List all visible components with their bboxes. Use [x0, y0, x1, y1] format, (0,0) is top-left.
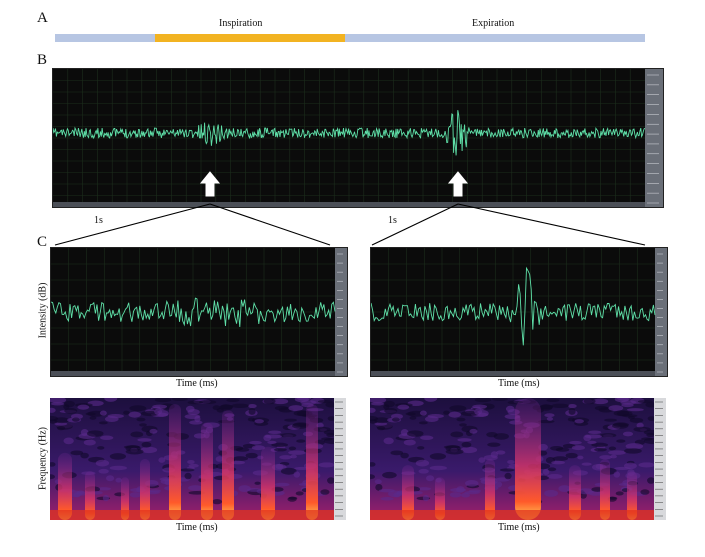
zoom-waveform-left-svg — [51, 248, 347, 376]
waveform-right-xlabel: Time (ms) — [498, 378, 540, 389]
zoom-left-label: 1s — [94, 215, 103, 226]
spectrogram-right — [370, 398, 666, 520]
inspiration-segment — [155, 34, 345, 42]
frequency-axis-label: Frequency (Hz) — [37, 426, 49, 491]
inspiration-label: Inspiration — [219, 18, 263, 29]
zoom-right-label: 1s — [388, 215, 397, 226]
up-arrow-icon — [447, 171, 469, 197]
panel-c-letter: C — [37, 234, 48, 250]
zoom-line-left-a — [54, 203, 211, 246]
spectrogram-left-svg — [50, 398, 346, 520]
intensity-axis-label: Intensity (dB) — [37, 282, 49, 339]
zoom-line-right-b — [457, 203, 646, 246]
zoom-line-left-b — [209, 203, 331, 246]
up-arrow-icon — [199, 171, 221, 197]
spectrogram-left — [50, 398, 346, 520]
expiration-label: Expiration — [472, 18, 515, 29]
phase-bar — [55, 34, 645, 42]
waveform-left-xlabel: Time (ms) — [176, 378, 218, 389]
panel-b-letter: B — [37, 52, 48, 68]
zoom-waveform-left — [50, 247, 348, 377]
panel-a-letter: A — [37, 10, 48, 26]
full-waveform-display — [52, 68, 664, 208]
zoom-waveform-right-svg — [371, 248, 667, 376]
spectrogram-left-xlabel: Time (ms) — [176, 522, 218, 533]
spectrogram-right-svg — [370, 398, 666, 520]
zoom-line-right-a — [371, 203, 459, 246]
zoom-waveform-right — [370, 247, 668, 377]
zoom-lines-overlay — [54, 171, 646, 246]
full-waveform-svg — [53, 69, 663, 207]
spectrogram-right-xlabel: Time (ms) — [498, 522, 540, 533]
